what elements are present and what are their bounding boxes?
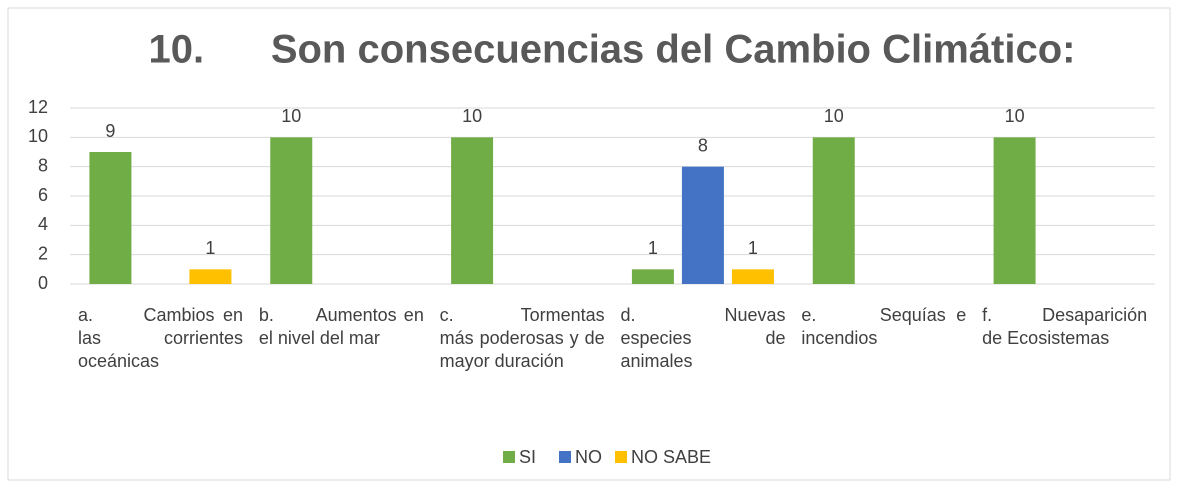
x-tick-label: b. Aumentos en el nivel del mar bbox=[258, 305, 424, 348]
y-tick-label: 4 bbox=[38, 214, 48, 234]
bar bbox=[451, 137, 494, 284]
data-label: 10 bbox=[462, 106, 482, 126]
data-label: 1 bbox=[205, 238, 215, 258]
bar bbox=[812, 137, 855, 284]
data-label: 10 bbox=[1005, 106, 1025, 126]
data-label: 8 bbox=[698, 135, 708, 155]
y-tick-label: 12 bbox=[28, 97, 48, 117]
chart-frame bbox=[7, 7, 1171, 481]
chart-title: 10. Son consecuencias del Cambio Climáti… bbox=[149, 28, 1076, 72]
data-label: 10 bbox=[824, 106, 844, 126]
y-tick-label: 10 bbox=[28, 126, 48, 146]
legend-label: SI bbox=[519, 447, 536, 467]
x-tick-label: f. Desaparición de Ecosistemas bbox=[982, 305, 1148, 348]
legend-swatch bbox=[559, 451, 571, 463]
bar bbox=[270, 137, 313, 284]
y-tick-label: 0 bbox=[38, 273, 48, 293]
x-tick-label: a. Cambios en las corrientes oceánicas bbox=[78, 305, 243, 371]
y-tick-label: 2 bbox=[38, 243, 48, 263]
data-label: 10 bbox=[281, 106, 301, 126]
legend-label: NO SABE bbox=[631, 447, 711, 467]
bar bbox=[189, 269, 232, 284]
data-label: 1 bbox=[648, 238, 658, 258]
data-label: 9 bbox=[105, 121, 115, 141]
bar bbox=[993, 137, 1036, 284]
legend-label: NO bbox=[575, 447, 602, 467]
x-tick-label: c. Tormentas más poderosas y de mayor du… bbox=[439, 305, 605, 371]
legend-swatch bbox=[615, 451, 627, 463]
legend-swatch bbox=[503, 451, 515, 463]
data-label: 1 bbox=[748, 238, 758, 258]
bar bbox=[681, 166, 724, 284]
bar bbox=[631, 269, 674, 284]
x-tick-label: e. Sequías e incendios bbox=[801, 305, 967, 348]
y-tick-label: 8 bbox=[38, 155, 48, 175]
x-tick-label: d. Nuevas especies de animales bbox=[620, 305, 786, 371]
bar bbox=[89, 152, 132, 284]
y-tick-label: 6 bbox=[38, 185, 48, 205]
bar bbox=[731, 269, 774, 284]
